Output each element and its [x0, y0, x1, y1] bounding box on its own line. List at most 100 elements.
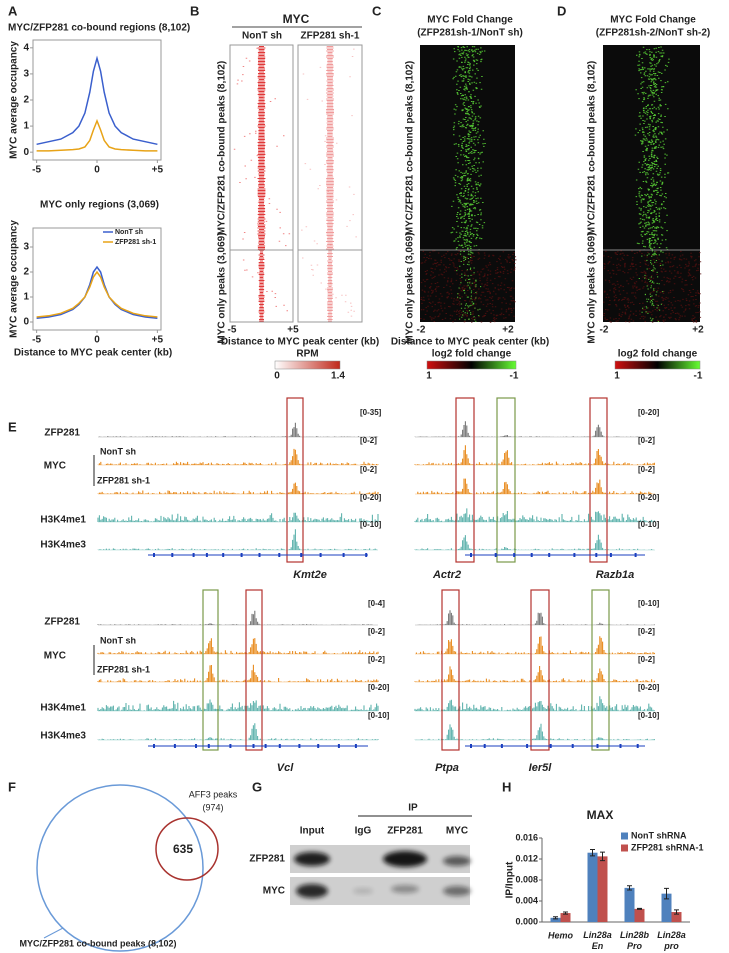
- legend-swatch: [621, 844, 628, 852]
- series-line: [36, 270, 158, 318]
- heatmap-red: [603, 250, 702, 323]
- panel-label: H: [502, 779, 511, 794]
- signal-track: [415, 636, 655, 654]
- gene-name: Ier5l: [529, 762, 553, 774]
- heatmap: [229, 44, 294, 323]
- y-tick-label: 2: [23, 95, 29, 106]
- track-range: [0-2]: [638, 465, 655, 474]
- x-tick-label: Lin28b Pro: [620, 930, 650, 951]
- panel-label: A: [8, 3, 18, 18]
- track-range: [0-2]: [638, 436, 655, 445]
- column-label: NonT sh: [242, 31, 282, 42]
- x-tick-label: Hemo: [548, 930, 574, 940]
- heatmap-signal: [257, 46, 266, 322]
- track-label: NonT sh: [100, 635, 136, 645]
- heatmap: [297, 44, 363, 323]
- track-range: [0-2]: [638, 655, 655, 664]
- track-range: [0-10]: [360, 520, 382, 529]
- track-range: [0-10]: [638, 711, 660, 720]
- row-label: MYC/ZFP281 co-bound peaks (8,102): [217, 61, 228, 236]
- y-tick-label: 0.000: [515, 916, 538, 926]
- row-label: MYC/ZFP281 co-bound peaks (8,102): [587, 61, 598, 236]
- y-tick-label: 1: [23, 121, 29, 132]
- track-range: [0-20]: [638, 408, 660, 417]
- signal-track: [414, 723, 655, 740]
- highlight-box: [591, 589, 610, 751]
- error-bar: [563, 911, 568, 915]
- heatmap-subtitle: (ZFP281sh-2/NonT sh-2): [596, 28, 710, 39]
- track-range: [0-10]: [638, 599, 660, 608]
- y-tick-label: 0.016: [515, 832, 538, 842]
- blot-row-label: MYC: [263, 886, 285, 897]
- bar: [587, 852, 598, 922]
- y-tick-label: 0.004: [515, 895, 538, 905]
- signal-track: [417, 478, 655, 494]
- bar: [550, 917, 561, 922]
- y-tick-label: 3: [23, 242, 29, 253]
- venn-total-label: MYC/ZFP281 co-bound peaks (8,102): [19, 938, 176, 948]
- colorbar-label: RPM: [296, 349, 318, 360]
- highlight-box: [589, 397, 608, 563]
- track-range: [0-20]: [638, 683, 660, 692]
- gene-name: Actr2: [432, 569, 461, 581]
- gene-name: Kmt2e: [293, 569, 327, 581]
- error-bar: [590, 849, 595, 857]
- heatmap-subtitle: (ZFP281sh-1/NonT sh): [417, 28, 523, 39]
- signal-track: [414, 508, 655, 522]
- bar: [560, 913, 571, 922]
- y-tick-label: 3: [23, 69, 29, 80]
- bar: [624, 887, 635, 922]
- venn-subset-count: (974): [202, 802, 223, 812]
- x-tick-label: 0: [94, 165, 100, 176]
- x-axis-label: Distance to MYC peak center (kb): [14, 348, 172, 359]
- heatmap: [420, 45, 517, 323]
- track-range: [0-20]: [360, 493, 382, 502]
- track-range: [0-2]: [368, 627, 385, 636]
- panel-label: D: [557, 3, 566, 18]
- track-range: [0-20]: [638, 493, 660, 502]
- y-axis-label: MYC average occupancy: [9, 220, 20, 338]
- lane-label: ZFP281: [387, 826, 423, 837]
- x-tick-label: +5: [152, 335, 164, 346]
- y-tick-label: 1: [23, 292, 29, 303]
- track-range: [0-10]: [368, 711, 390, 720]
- highlight-box: [286, 397, 304, 563]
- row-label: MYC only peaks (3,069): [405, 232, 416, 343]
- venn-overlap: 635: [173, 842, 193, 856]
- y-axis-label: IP/Input: [505, 861, 516, 898]
- highlight-box: [530, 589, 550, 751]
- gene-exons: [470, 744, 639, 748]
- bar: [597, 856, 608, 922]
- track-label: MYC: [44, 651, 66, 662]
- ip-label: IP: [408, 803, 418, 814]
- colorbar-tick: 1.4: [331, 371, 345, 382]
- signal-track: [97, 638, 379, 654]
- error-bar: [674, 909, 679, 915]
- track-label: ZFP281 sh-1: [97, 475, 150, 485]
- x-tick-label: -5: [32, 165, 41, 176]
- venn-subset-label: AFF3 peaks: [189, 789, 238, 799]
- bar: [634, 908, 645, 922]
- y-tick-label: 0.008: [515, 874, 538, 884]
- signal-track: [97, 699, 379, 711]
- blot-band: [443, 886, 471, 896]
- track-label: MYC: [44, 461, 66, 472]
- error-bar: [627, 885, 632, 891]
- x-tick-label: 0: [94, 335, 100, 346]
- track-label: H3K4me1: [40, 703, 86, 714]
- colorbar: [614, 360, 701, 370]
- highlight-box: [496, 397, 516, 563]
- chart-title: MAX: [587, 808, 614, 822]
- track-range: [0-20]: [368, 683, 390, 692]
- error-bar: [637, 907, 642, 910]
- error-bar: [600, 851, 605, 862]
- venn-leader: [43, 927, 64, 939]
- colorbar-tick: -1: [510, 371, 519, 382]
- x-axis-label: Distance to MYC peak center (kb): [391, 337, 549, 348]
- highlight-box: [441, 589, 460, 751]
- legend-label: ZFP281 sh-1: [115, 239, 156, 246]
- track-range: [0-35]: [360, 408, 382, 417]
- x-tick-label: -2: [417, 325, 426, 336]
- track-range: [0-10]: [638, 520, 660, 529]
